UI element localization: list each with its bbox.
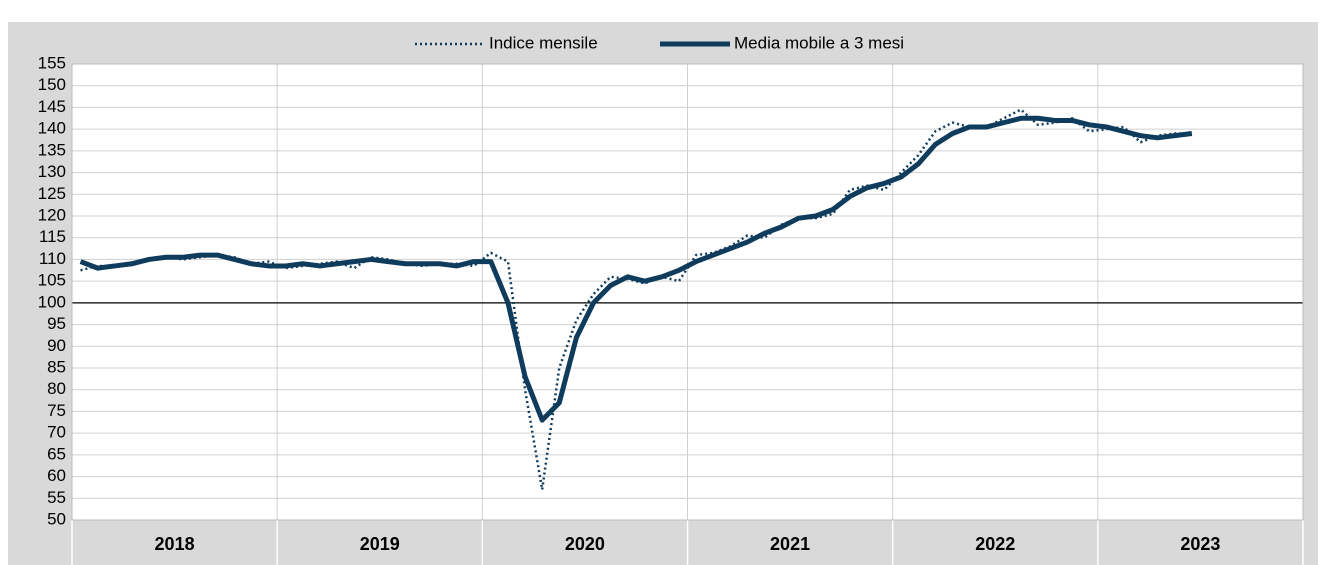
y-tick-label: 140 bbox=[38, 119, 66, 138]
y-tick-label: 125 bbox=[38, 184, 66, 203]
x-tick-label: 2021 bbox=[770, 534, 810, 554]
y-tick-label: 100 bbox=[38, 292, 66, 311]
y-tick-label: 60 bbox=[47, 466, 66, 485]
plot-border bbox=[71, 63, 1304, 521]
series-line bbox=[79, 115, 1193, 423]
y-tick-label: 105 bbox=[38, 271, 66, 290]
y-tick-label: 145 bbox=[38, 97, 66, 116]
y-tick-label: 115 bbox=[39, 227, 66, 246]
y-tick-label: 80 bbox=[47, 379, 66, 398]
y-tick-label: 75 bbox=[47, 401, 66, 420]
x-tick-label: 2018 bbox=[155, 534, 195, 554]
x-tick-label: 2022 bbox=[975, 534, 1015, 554]
x-tick-label: 2019 bbox=[360, 534, 400, 554]
x-tick-label: 2023 bbox=[1180, 534, 1220, 554]
y-tick-label: 135 bbox=[38, 140, 66, 159]
y-tick-label: 95 bbox=[47, 314, 66, 333]
legend-label: Indice mensile bbox=[489, 33, 598, 52]
y-tick-label: 110 bbox=[39, 249, 66, 268]
y-tick-label: 70 bbox=[47, 423, 66, 442]
legend-label: Media mobile a 3 mesi bbox=[734, 33, 904, 52]
y-tick-label: 150 bbox=[38, 75, 66, 94]
x-tick-label: 2020 bbox=[565, 534, 605, 554]
y-tick-label: 130 bbox=[38, 162, 66, 181]
y-tick-label: 155 bbox=[38, 53, 66, 72]
y-tick-label: 55 bbox=[47, 488, 66, 507]
y-tick-label: 85 bbox=[47, 357, 66, 376]
y-tick-label: 120 bbox=[38, 205, 66, 224]
y-tick-label: 65 bbox=[47, 444, 66, 463]
y-tick-label: 90 bbox=[47, 336, 66, 355]
y-tick-label: 50 bbox=[47, 509, 66, 528]
